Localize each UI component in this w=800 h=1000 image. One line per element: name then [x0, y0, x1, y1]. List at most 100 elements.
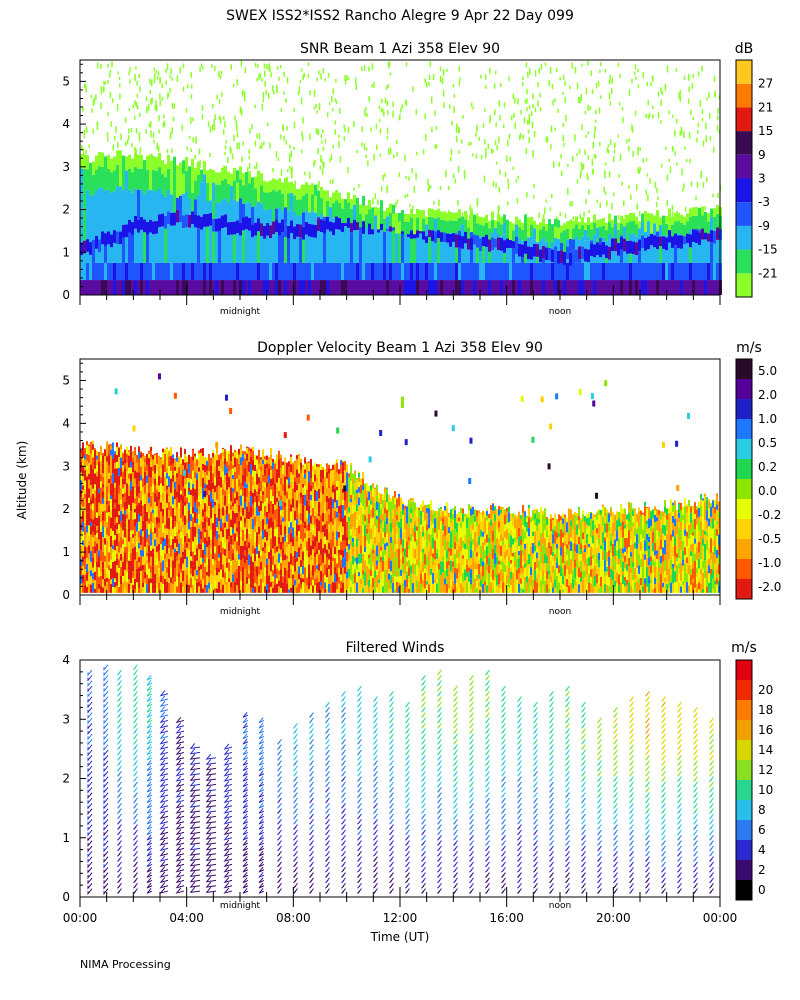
snr-cell — [263, 225, 266, 239]
snr-cell — [425, 262, 428, 281]
snr-cell — [302, 195, 305, 213]
doppler-cell — [150, 532, 152, 542]
doppler-cell — [140, 535, 142, 545]
snr-cell — [122, 237, 125, 263]
doppler-cell — [110, 559, 112, 569]
snr-speck — [497, 208, 500, 215]
snr-speck — [635, 76, 637, 80]
snr-cell — [608, 262, 611, 281]
doppler-cell — [272, 472, 274, 478]
snr-speck — [324, 138, 327, 144]
doppler-cell — [282, 490, 284, 502]
snr-cell — [263, 238, 266, 263]
snr-cell — [665, 223, 668, 236]
doppler-cell — [212, 559, 214, 565]
snr-cell — [230, 204, 233, 222]
snr-cell — [602, 237, 605, 242]
doppler-cell — [338, 474, 340, 481]
doppler-cell — [276, 527, 278, 538]
doppler-cell — [252, 499, 254, 504]
doppler-cell — [238, 463, 240, 475]
doppler-cell — [154, 539, 156, 547]
snr-cell — [572, 250, 575, 264]
snr-cell — [653, 215, 656, 224]
snr-speck — [492, 149, 494, 154]
doppler-cell — [198, 543, 200, 550]
snr-speck — [285, 140, 287, 145]
snr-cell — [95, 190, 98, 236]
doppler-cell — [220, 579, 222, 590]
snr-speck — [516, 198, 519, 204]
doppler-cell — [328, 498, 330, 510]
snr-cell — [347, 227, 350, 263]
doppler-cell — [110, 568, 112, 580]
doppler-cell — [314, 546, 316, 553]
snr-cell — [617, 240, 620, 243]
snr-cell — [422, 226, 425, 240]
snr-speck — [485, 85, 487, 89]
doppler-cell — [264, 456, 266, 460]
doppler-cell — [164, 494, 166, 504]
snr-cell — [230, 280, 233, 295]
doppler-cell — [190, 546, 192, 552]
snr-cell — [437, 208, 440, 218]
snr-cell — [209, 280, 212, 295]
snr-speck — [172, 116, 175, 122]
snr-cell — [635, 242, 638, 256]
doppler-cell — [192, 534, 194, 542]
snr-speck — [548, 79, 550, 87]
snr-cell — [152, 280, 155, 295]
snr-speck — [604, 173, 606, 179]
snr-cell — [602, 280, 605, 295]
snr-cell — [170, 174, 173, 195]
doppler-cell — [184, 480, 186, 489]
snr-cell — [608, 213, 611, 222]
doppler-cell — [182, 459, 184, 466]
doppler-cell — [276, 568, 278, 579]
snr-cell — [125, 156, 128, 171]
snr-cell — [452, 220, 455, 234]
doppler-cell — [92, 444, 94, 450]
snr-speck — [699, 100, 702, 107]
snr-cell — [599, 226, 602, 239]
doppler-cell — [232, 544, 234, 549]
doppler-cell — [106, 445, 108, 457]
snr-speck — [453, 106, 455, 114]
snr-speck — [254, 166, 256, 170]
snr-cell — [239, 179, 242, 199]
doppler-cell — [278, 496, 280, 502]
snr-cell — [437, 280, 440, 295]
doppler-cell — [106, 512, 108, 523]
snr-cell — [287, 182, 290, 194]
snr-cell — [611, 227, 614, 239]
doppler-cell — [286, 559, 288, 567]
doppler-cell — [112, 552, 114, 563]
doppler-cell — [116, 537, 118, 547]
snr-cell — [620, 280, 623, 295]
snr-cell — [119, 150, 122, 165]
doppler-cell — [254, 516, 256, 526]
snr-speck — [577, 97, 580, 104]
snr-cell — [623, 262, 626, 281]
doppler-cell — [340, 587, 342, 593]
doppler-cell — [274, 483, 276, 491]
doppler-cell — [216, 499, 218, 509]
doppler-cell — [226, 467, 228, 473]
snr-cbar-label: -9 — [758, 219, 770, 233]
doppler-cell — [242, 573, 244, 583]
doppler-cell — [196, 459, 198, 467]
snr-cell — [269, 237, 272, 263]
doppler-cell — [228, 494, 230, 504]
doppler-cell — [272, 496, 274, 504]
snr-speck — [576, 82, 579, 90]
snr-speck — [159, 77, 162, 83]
doppler-cell — [266, 468, 268, 474]
snr-speck — [150, 79, 153, 87]
doppler-cell — [130, 546, 132, 554]
snr-cell — [494, 262, 497, 281]
snr-cell — [692, 241, 695, 263]
snr-cell — [149, 154, 152, 169]
doppler-cell — [170, 544, 172, 553]
doppler-cell — [176, 507, 178, 512]
doppler-cell — [166, 485, 168, 490]
